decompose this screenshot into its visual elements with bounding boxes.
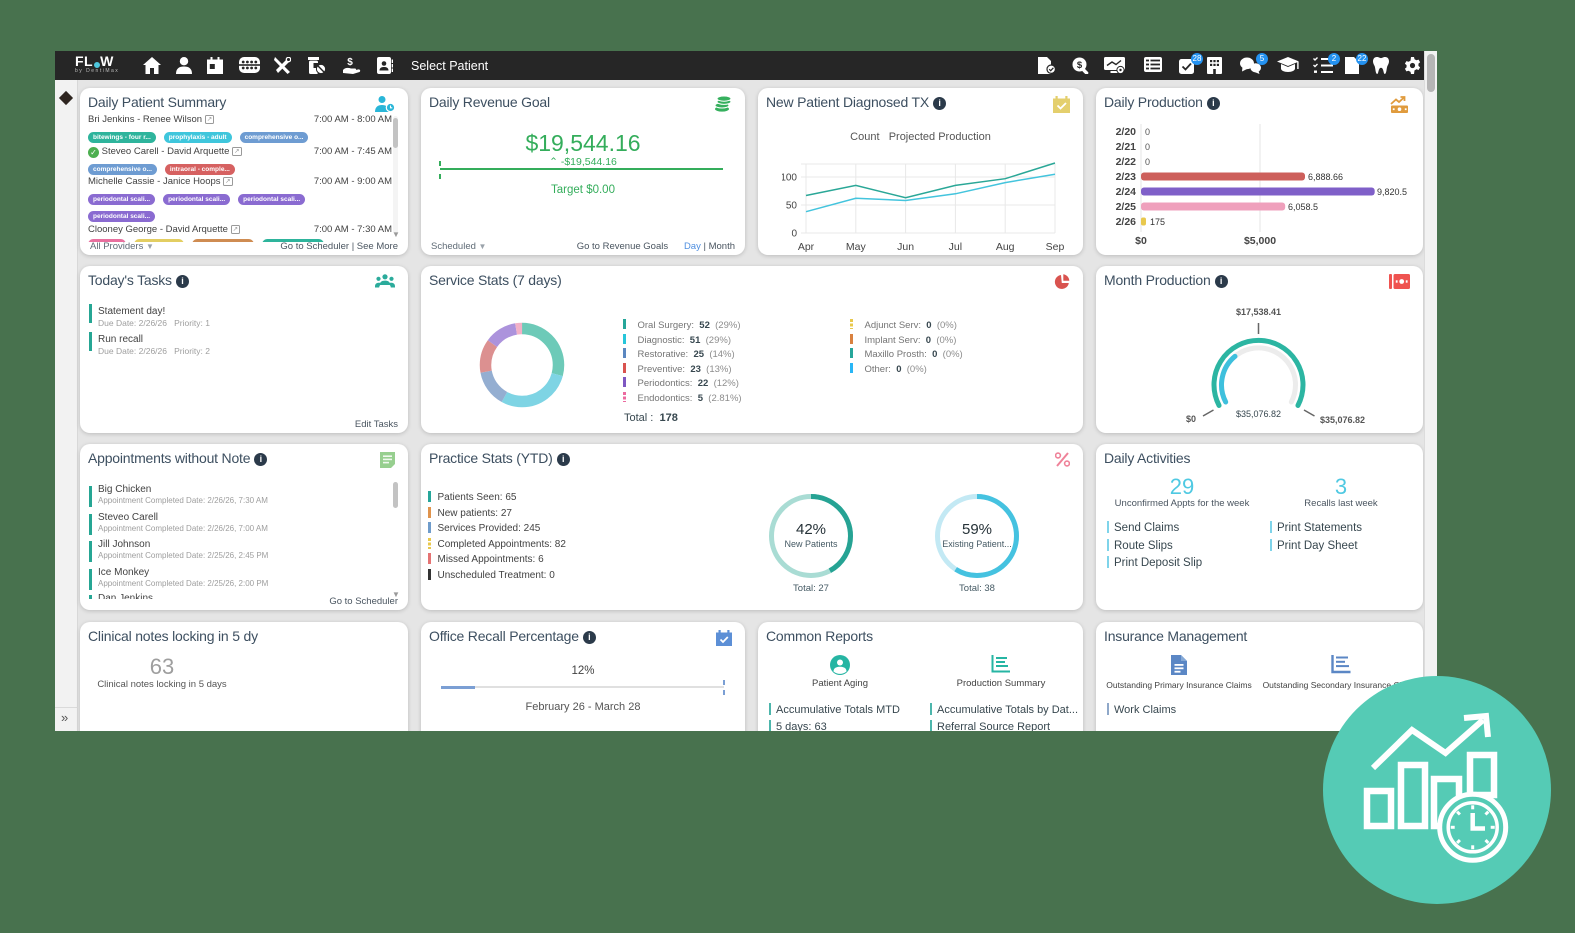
svg-text:Apr: Apr: [798, 241, 815, 253]
svg-text:0: 0: [791, 229, 797, 240]
svg-text:59%: 59%: [962, 521, 992, 538]
svg-text:$17,538.41: $17,538.41: [1236, 307, 1281, 317]
svg-text:Aug: Aug: [996, 241, 1015, 253]
svg-text:$35,076.82: $35,076.82: [1236, 409, 1281, 419]
svg-text:$35,076.82: $35,076.82: [1320, 415, 1365, 425]
svg-text:Jun: Jun: [897, 241, 914, 253]
svg-text:0: 0: [1145, 157, 1150, 167]
svg-text:42%: 42%: [796, 521, 826, 538]
svg-text:New Patients: New Patients: [784, 539, 838, 549]
svg-text:Jul: Jul: [949, 241, 962, 253]
svg-text:6,888.66: 6,888.66: [1308, 172, 1343, 182]
svg-text:May: May: [846, 241, 867, 253]
svg-text:2/24: 2/24: [1116, 186, 1137, 198]
svg-text:50: 50: [786, 201, 798, 212]
svg-text:2/20: 2/20: [1116, 126, 1137, 138]
svg-text:2/22: 2/22: [1116, 156, 1137, 168]
svg-text:Existing Patient...: Existing Patient...: [942, 539, 1012, 549]
svg-text:$: $: [1077, 60, 1083, 71]
svg-text:100: 100: [782, 173, 797, 184]
svg-text:2/21: 2/21: [1116, 141, 1137, 153]
svg-text:6,058.5: 6,058.5: [1288, 202, 1318, 212]
svg-text:$5,000: $5,000: [1244, 235, 1276, 246]
svg-text:9,820.5: 9,820.5: [1377, 187, 1407, 197]
svg-text:2/23: 2/23: [1116, 171, 1137, 183]
svg-text:0: 0: [1145, 142, 1150, 152]
svg-text:2/25: 2/25: [1116, 201, 1137, 213]
svg-text:$0: $0: [1186, 414, 1196, 424]
svg-text:2/26: 2/26: [1116, 216, 1137, 228]
svg-text:175: 175: [1150, 217, 1165, 227]
svg-text:$0: $0: [1135, 235, 1147, 246]
svg-text:$: $: [347, 57, 353, 68]
svg-text:Sep: Sep: [1046, 241, 1065, 253]
svg-text:0: 0: [1145, 127, 1150, 137]
